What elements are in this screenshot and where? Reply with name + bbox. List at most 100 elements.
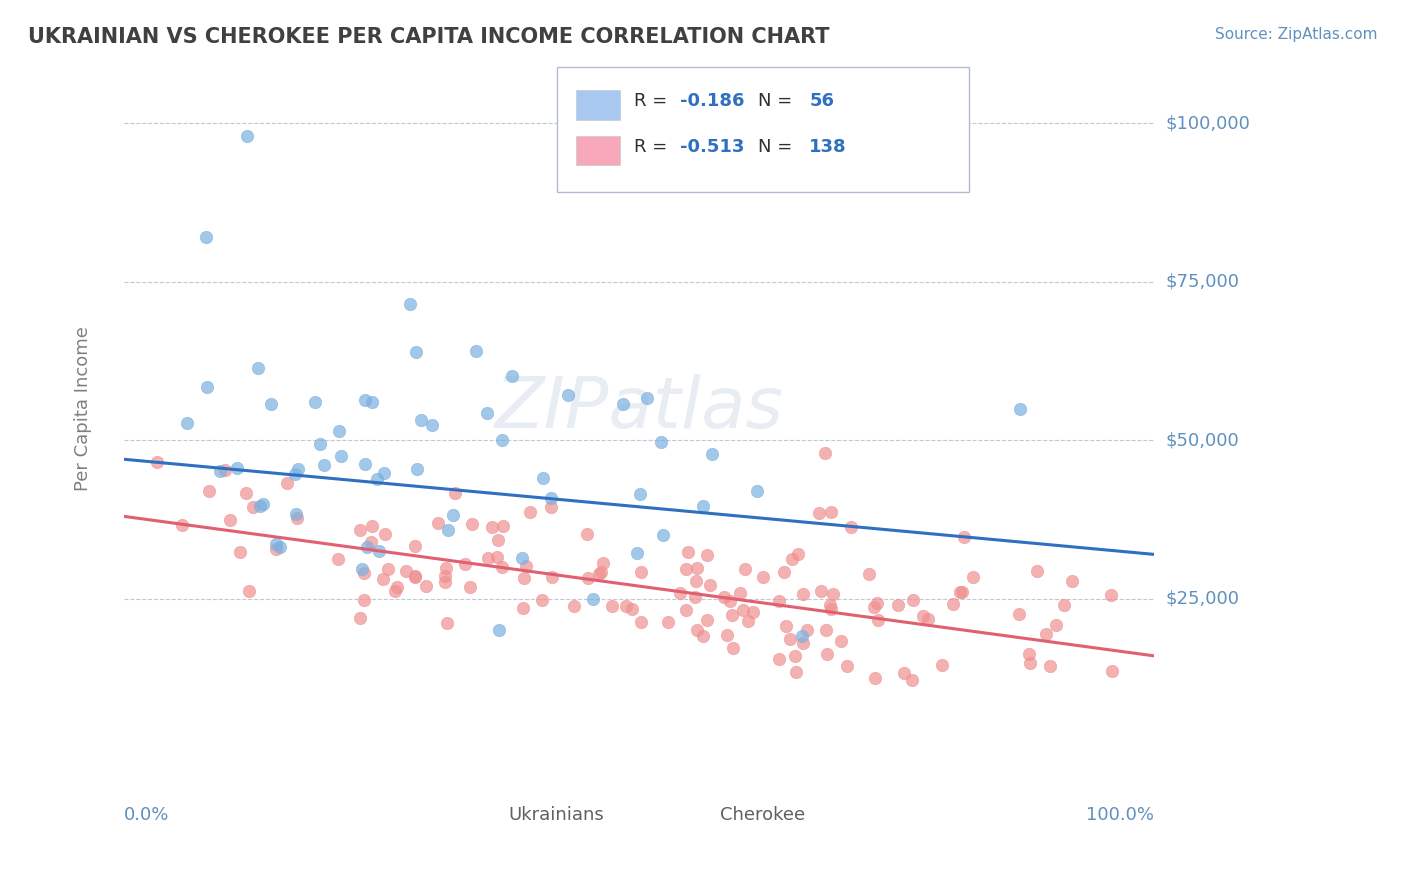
Point <box>1008 607 1031 621</box>
Point <box>901 592 924 607</box>
Point <box>675 562 697 576</box>
Point <box>260 397 283 411</box>
Point <box>734 562 756 576</box>
Point <box>728 585 751 599</box>
Point <box>354 393 377 408</box>
Point <box>911 608 934 623</box>
Point <box>361 394 384 409</box>
Point <box>328 552 350 566</box>
Text: -0.513: -0.513 <box>681 138 745 156</box>
Point <box>276 476 298 491</box>
Point <box>486 549 509 564</box>
Point <box>893 666 915 681</box>
Point <box>491 519 513 533</box>
Point <box>433 574 456 589</box>
Point <box>630 615 652 629</box>
Point <box>387 581 409 595</box>
Point <box>530 592 553 607</box>
Point <box>349 611 371 625</box>
Point <box>461 517 484 532</box>
Point <box>252 497 274 511</box>
Point <box>304 394 326 409</box>
Point <box>1099 588 1122 602</box>
Point <box>600 599 623 613</box>
Point <box>815 623 838 637</box>
Point <box>866 596 889 610</box>
Point <box>576 526 599 541</box>
Point <box>742 605 765 619</box>
Point <box>285 511 308 525</box>
Point <box>404 539 426 553</box>
Text: 100.0%: 100.0% <box>1087 806 1154 824</box>
Text: R =: R = <box>634 138 673 156</box>
Point <box>368 543 391 558</box>
Point <box>636 391 658 405</box>
Point <box>454 558 477 572</box>
Point <box>420 417 443 432</box>
Point <box>228 544 250 558</box>
Point <box>814 446 837 460</box>
Point <box>384 584 406 599</box>
Point <box>195 230 218 244</box>
Point <box>437 523 460 537</box>
Point <box>477 550 499 565</box>
Point <box>780 552 803 566</box>
Point <box>747 483 769 498</box>
Point <box>773 565 796 579</box>
Point <box>284 467 307 482</box>
Point <box>242 500 264 514</box>
Point <box>562 599 585 613</box>
Point <box>415 579 437 593</box>
Point <box>696 548 718 562</box>
Point <box>768 594 790 608</box>
Point <box>146 455 169 469</box>
Point <box>458 581 481 595</box>
Point <box>900 673 922 687</box>
Point <box>858 566 880 581</box>
Point <box>404 568 426 582</box>
Point <box>792 587 814 601</box>
Text: 138: 138 <box>810 138 846 156</box>
Point <box>1010 401 1032 416</box>
Point <box>434 561 457 575</box>
Point <box>807 506 830 520</box>
Point <box>835 658 858 673</box>
Point <box>576 571 599 585</box>
Point <box>1101 665 1123 679</box>
Point <box>214 463 236 477</box>
Text: -0.186: -0.186 <box>681 93 745 111</box>
Point <box>669 586 692 600</box>
Point <box>592 556 614 570</box>
Point <box>486 533 509 548</box>
Point <box>264 537 287 551</box>
Point <box>862 599 884 614</box>
Text: N =: N = <box>758 93 797 111</box>
FancyBboxPatch shape <box>557 67 969 192</box>
Text: $75,000: $75,000 <box>1166 273 1240 291</box>
Point <box>373 467 395 481</box>
Point <box>785 648 807 663</box>
Point <box>621 601 644 615</box>
Point <box>540 500 562 514</box>
Point <box>815 647 838 661</box>
Point <box>821 586 844 600</box>
Point <box>491 559 513 574</box>
Point <box>1035 626 1057 640</box>
Point <box>540 491 562 505</box>
Point <box>1019 656 1042 670</box>
Text: $50,000: $50,000 <box>1166 431 1239 450</box>
Point <box>863 671 886 685</box>
Point <box>942 598 965 612</box>
Point <box>652 528 675 542</box>
Point <box>686 561 709 575</box>
Point <box>820 505 842 519</box>
Text: 0.0%: 0.0% <box>124 806 169 824</box>
Point <box>721 640 744 655</box>
Point <box>731 602 754 616</box>
Point <box>353 592 375 607</box>
Point <box>718 594 741 608</box>
Point <box>713 590 735 604</box>
Point <box>737 614 759 628</box>
Point <box>676 545 699 559</box>
FancyBboxPatch shape <box>576 90 620 120</box>
